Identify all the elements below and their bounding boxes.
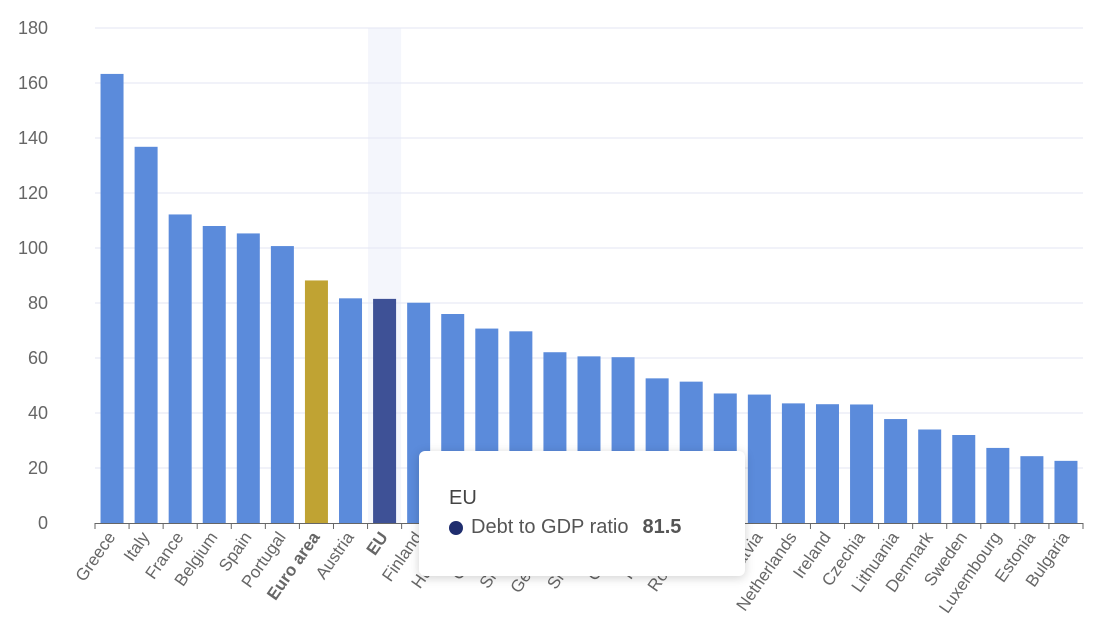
tooltip-row: Debt to GDP ratio 81.5 <box>449 516 745 539</box>
x-tick-label: Italy <box>120 528 154 565</box>
bar[interactable] <box>850 404 874 523</box>
y-tick-label: 40 <box>28 403 48 423</box>
bar[interactable] <box>202 226 226 523</box>
bar[interactable] <box>884 419 908 523</box>
tooltip: EU Debt to GDP ratio 81.5 <box>419 451 745 576</box>
x-tick-label: EU <box>363 528 392 558</box>
y-tick-label: 80 <box>28 293 48 313</box>
tooltip-title: EU <box>449 487 477 509</box>
bar[interactable] <box>1054 460 1078 523</box>
bar[interactable] <box>373 298 397 523</box>
bar[interactable] <box>918 429 942 524</box>
y-tick-label: 60 <box>28 348 48 368</box>
bar[interactable] <box>952 435 976 523</box>
bar[interactable] <box>304 280 328 523</box>
bar[interactable] <box>986 447 1010 523</box>
y-tick-label: 160 <box>18 73 48 93</box>
bar[interactable] <box>100 73 124 524</box>
y-tick-label: 20 <box>28 458 48 478</box>
y-tick-label: 0 <box>38 513 48 533</box>
tooltip-value: 81.5 <box>642 516 682 538</box>
tooltip-series-label: Debt to GDP ratio <box>471 516 629 538</box>
bar[interactable] <box>168 214 192 523</box>
y-tick-label: 120 <box>18 183 48 203</box>
bar[interactable] <box>781 403 805 523</box>
y-tick-label: 140 <box>18 128 48 148</box>
bar[interactable] <box>236 233 260 524</box>
series-marker-icon <box>449 520 463 535</box>
x-tick-label: Greece <box>72 528 120 585</box>
bar[interactable] <box>1020 456 1044 523</box>
bar[interactable] <box>134 146 158 524</box>
y-tick-label: 180 <box>18 18 48 38</box>
bar[interactable] <box>747 394 771 523</box>
bar[interactable] <box>339 298 363 523</box>
bar[interactable] <box>815 404 839 523</box>
bar[interactable] <box>270 246 294 523</box>
y-tick-label: 100 <box>18 238 48 258</box>
